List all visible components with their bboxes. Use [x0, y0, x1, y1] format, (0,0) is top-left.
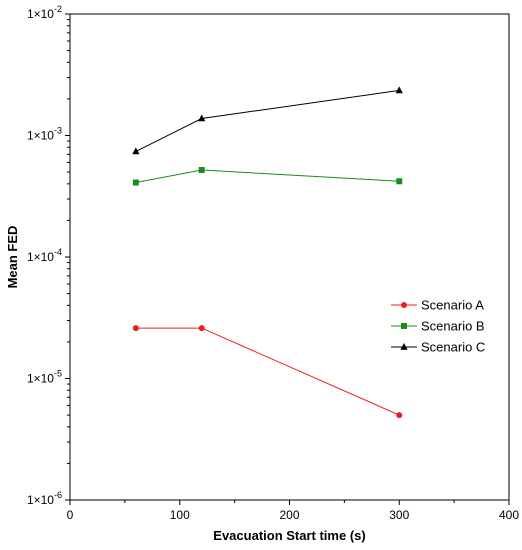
legend-swatch-marker [400, 343, 408, 350]
x-tick-label: 400 [499, 508, 519, 522]
x-axis-title: Evacuation Start time (s) [213, 528, 365, 543]
data-point [198, 167, 205, 174]
data-point [395, 86, 403, 94]
y-axis-ticks: 1×10-2 1×10-3 1×10-4 1×10-5 1×10-6 [27, 4, 70, 507]
legend-item: Scenario B [391, 319, 485, 334]
y-tick-exponent: -3 [54, 126, 62, 136]
x-tick-label: 0 [67, 508, 74, 522]
series-line [135, 89, 400, 152]
data-point [396, 178, 403, 185]
series-c [132, 86, 403, 155]
plot-border [69, 13, 510, 501]
y-tick-label: 1×10-2 [27, 4, 62, 21]
legend-label: Scenario A [421, 298, 484, 313]
data-point [198, 114, 206, 122]
y-tick-label: 1×10-6 [27, 490, 62, 507]
legend-label: Scenario C [421, 340, 485, 355]
series-b [132, 167, 403, 186]
data-point [396, 412, 403, 419]
data-point [132, 147, 140, 155]
y-tick-exponent: -5 [54, 369, 62, 379]
y-tick-label: 1×10-5 [27, 369, 62, 386]
series-line [135, 327, 400, 416]
x-tick-label: 300 [389, 508, 409, 522]
data-point [132, 179, 139, 186]
x-axis-ticks: 0 100 200 300 400 [67, 500, 519, 522]
legend-item: Scenario A [391, 298, 484, 313]
x-tick-label: 200 [279, 508, 299, 522]
y-tick-label: 1×10-3 [27, 126, 62, 143]
y-tick-exponent: -6 [54, 490, 62, 500]
legend-swatch-marker [401, 323, 407, 329]
y-tick-exponent: -2 [54, 4, 62, 14]
series-line [135, 169, 400, 184]
legend-swatch-marker [401, 302, 407, 308]
legend: Scenario A Scenario B Scenario C [391, 298, 485, 355]
series-a [132, 325, 403, 419]
y-axis-title: Mean FED [5, 226, 20, 289]
series-layer [132, 86, 403, 419]
legend-label: Scenario B [421, 319, 485, 334]
data-point [198, 325, 205, 332]
y-tick-exponent: -4 [54, 247, 62, 257]
data-point [132, 325, 139, 332]
x-tick-label: 100 [170, 508, 190, 522]
legend-item: Scenario C [391, 340, 485, 355]
plot-frame [69, 13, 510, 501]
y-tick-label: 1×10-4 [27, 247, 62, 264]
